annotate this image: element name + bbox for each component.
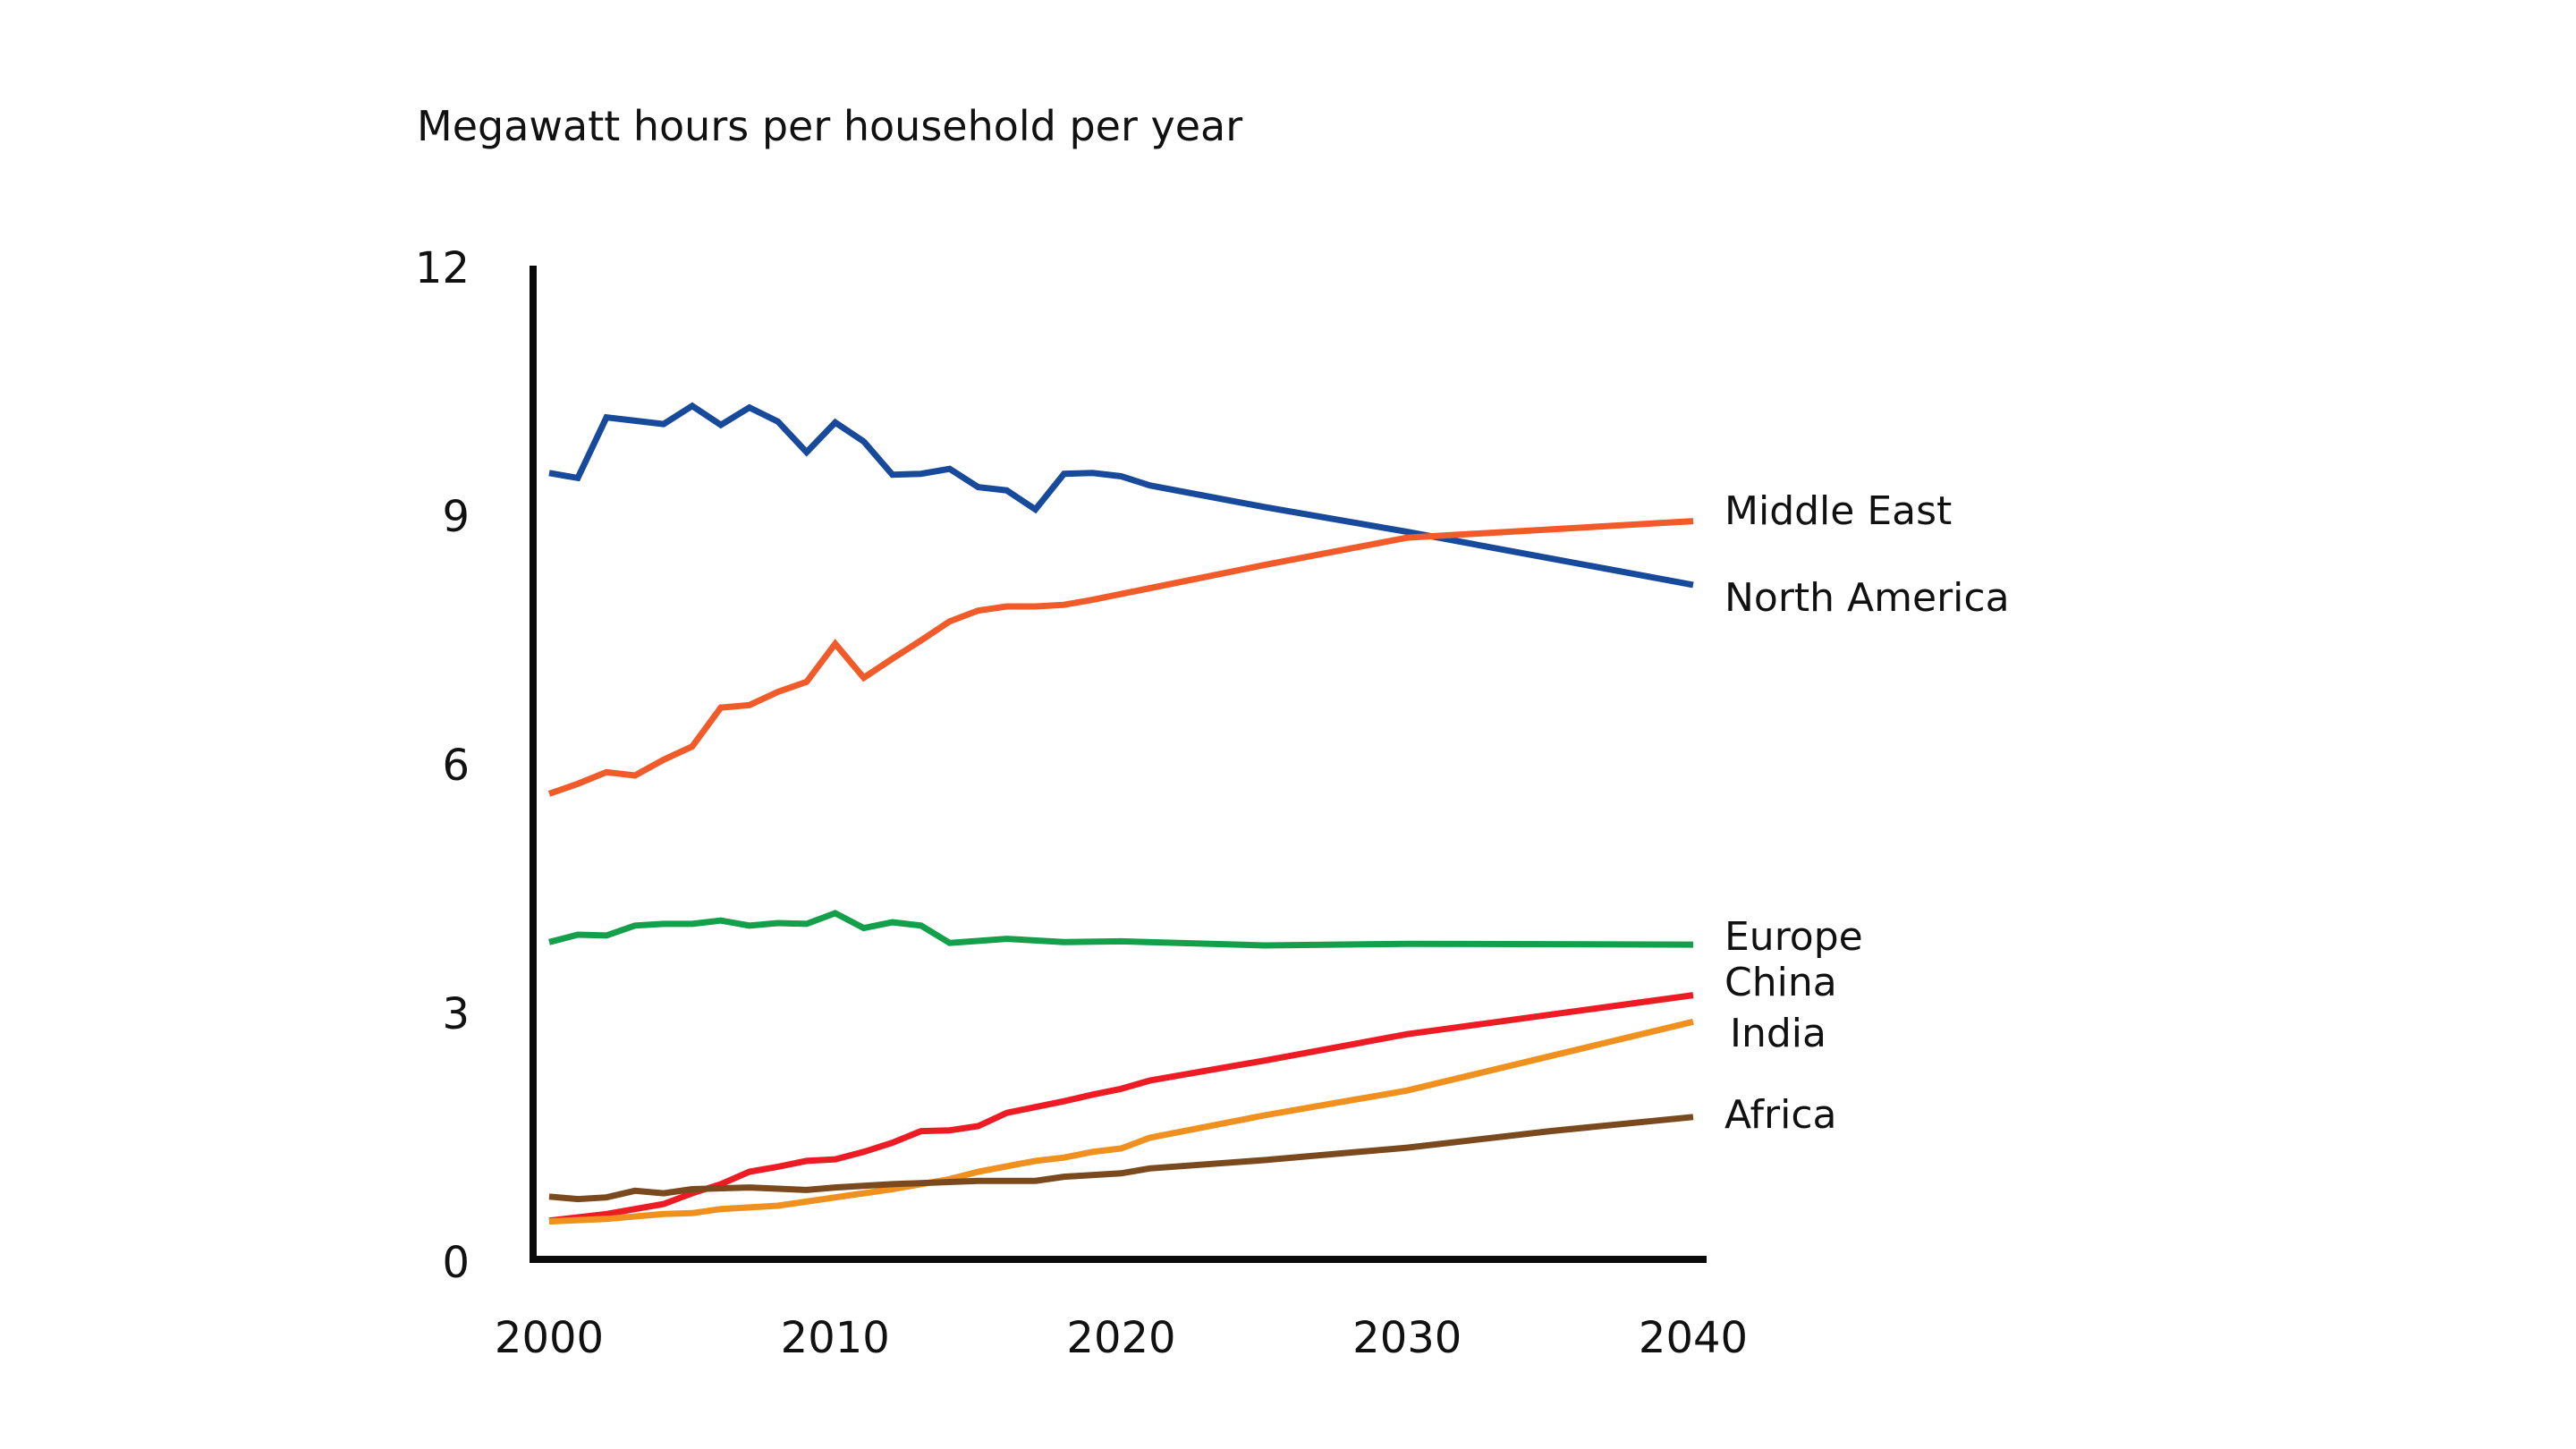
series-line-middle-east (547, 518, 1694, 797)
x-tick-label: 2020 (1066, 1313, 1175, 1363)
y-tick-label: 3 (442, 989, 470, 1039)
series-line-north-america (548, 402, 1694, 589)
series-label-europe: Europe (1724, 914, 1863, 960)
series-line-india (548, 1018, 1694, 1225)
series-layer (547, 402, 1694, 1225)
series-label-north-america: North America (1724, 575, 2010, 621)
x-axis-ticks: 2000 2010 2020 2030 2040 (495, 1313, 1748, 1363)
axis-lines (530, 266, 1707, 1263)
y-tick-label: 0 (442, 1238, 470, 1288)
x-tick-label: 2030 (1352, 1313, 1462, 1363)
chart-title: Megawatt hours per household per year (417, 102, 1242, 150)
series-line-africa (548, 1114, 1694, 1203)
y-axis-ticks: 0 3 6 9 12 (415, 243, 470, 1288)
series-label-india: India (1730, 1011, 1826, 1056)
y-tick-label: 6 (442, 741, 470, 791)
x-tick-label: 2040 (1639, 1313, 1748, 1363)
x-tick-label: 2000 (495, 1313, 604, 1363)
series-line-europe (548, 910, 1694, 949)
series-label-africa: Africa (1724, 1092, 1837, 1138)
series-label-china: China (1724, 960, 1837, 1005)
y-tick-label: 12 (415, 243, 470, 293)
x-tick-label: 2010 (781, 1313, 890, 1363)
y-tick-label: 9 (442, 492, 470, 542)
series-label-middle-east: Middle East (1724, 488, 1952, 534)
